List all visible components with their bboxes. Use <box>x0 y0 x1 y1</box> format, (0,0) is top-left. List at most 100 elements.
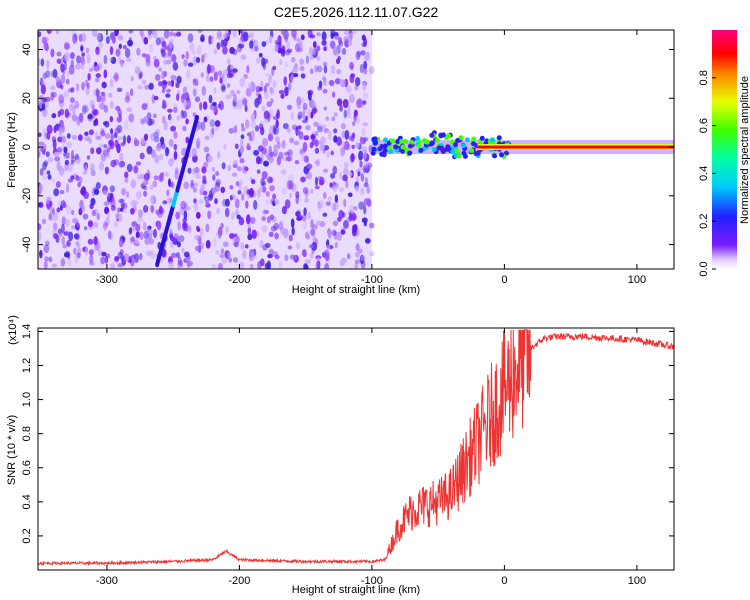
spectrogram-noise-cell <box>291 183 297 193</box>
spectrogram-noise-cell <box>87 114 93 120</box>
spectrogram-noise-cell <box>349 32 353 42</box>
spectrogram-noise-cell <box>293 140 300 146</box>
spectrogram-noise-cell <box>349 171 353 177</box>
spectrogram-noise-cell <box>192 78 196 86</box>
spectrogram-noise-cell <box>345 85 352 94</box>
spectrogram-noise-cell <box>99 143 104 149</box>
spectrogram-noise-cell <box>100 256 106 265</box>
spectrogram-noise-cell <box>167 108 173 113</box>
spectrogram-noise-cell <box>51 263 57 268</box>
spectrogram-noise-cell <box>103 149 109 157</box>
spectrogram-noise-cell <box>60 84 64 90</box>
spectrogram-noise-cell <box>179 206 186 216</box>
spectrogram-noise-cell <box>125 57 132 63</box>
spectrogram-noise-cell <box>209 76 214 82</box>
spectrogram-noise-cell <box>268 35 273 44</box>
spectrogram-noise-cell <box>334 194 339 204</box>
spectrogram-noise-cell <box>117 262 123 268</box>
spectrogram-noise-cell <box>104 166 109 175</box>
spectrogram-noise-cell <box>80 45 84 52</box>
spectrogram-noise-cell <box>284 61 289 68</box>
spectrogram-noise-cell <box>126 107 133 113</box>
spectrogram-noise-cell <box>307 91 312 101</box>
spectrogram-noise-cell <box>363 60 368 70</box>
spectrogram-noise-cell <box>296 37 301 43</box>
spectrogram-noise-cell <box>363 160 369 169</box>
spectrogram-noise-cell <box>46 59 50 70</box>
carrier-cell <box>436 145 442 151</box>
spectrogram-noise-cell <box>179 259 183 268</box>
spectrogram-noise-cell <box>297 125 302 130</box>
spectrogram-noise-cell <box>220 39 225 48</box>
spectrogram-noise-cell <box>354 262 359 269</box>
spectrogram-noise-cell <box>304 232 309 239</box>
spectrogram-noise-cell <box>243 74 248 79</box>
spectrogram-noise-cell <box>330 150 335 156</box>
spectrogram-noise-cell <box>269 185 275 192</box>
spectrogram-noise-cell <box>74 234 80 240</box>
spectrogram-noise-cell <box>184 202 189 212</box>
spectrogram-noise-cell <box>360 260 366 269</box>
spectrogram-noise-cell <box>331 202 337 212</box>
spectrogram-noise-cell <box>138 72 142 80</box>
spectrogram-noise-cell <box>63 60 68 71</box>
spectrogram-noise-cell <box>146 227 151 233</box>
spectrogram-noise-cell <box>216 42 221 50</box>
spectrogram-noise-cell <box>171 54 177 63</box>
spectrogram-noise-cell <box>238 179 244 186</box>
spectrogram-noise-cell <box>263 209 269 214</box>
spectrogram-noise-cell <box>52 222 58 231</box>
spectrogram-noise-cell <box>270 86 274 96</box>
spectrogram-noise-cell <box>358 201 365 210</box>
spectrogram-noise-cell <box>121 188 126 196</box>
spectrogram-noise-cell <box>43 128 47 135</box>
spectrogram-noise-cell <box>66 240 71 247</box>
spectrogram-noise-cell <box>235 180 240 187</box>
spectrogram-noise-cell <box>107 230 112 240</box>
spectrogram-noise-cell <box>329 182 333 188</box>
spectrogram-noise-cell <box>205 199 210 205</box>
spectrogram-noise-cell <box>130 76 134 82</box>
spectrogram-noise-cell <box>287 245 293 250</box>
spectrogram-noise-cell <box>269 86 273 93</box>
spectrogram-noise-cell <box>232 163 238 169</box>
snr-xtick-label: -100 <box>361 575 383 587</box>
spectrogram-noise-cell <box>284 34 288 43</box>
snr-ytick-label: 0.4 <box>21 494 33 509</box>
spectrogram-noise-cell <box>242 249 246 259</box>
spectrogram-noise-cell <box>256 169 261 174</box>
spectrogram-noise-cell <box>46 30 52 34</box>
spectrogram-noise-cell <box>258 157 263 165</box>
spectrogram-xtick-label: 0 <box>501 274 507 286</box>
spectrogram-noise-cell <box>286 48 293 54</box>
spectrogram-noise-cell <box>220 222 224 229</box>
spectrogram-noise-cell <box>173 150 178 160</box>
spectrogram-noise-cell <box>339 259 344 267</box>
spectrogram-noise-cell <box>304 230 310 239</box>
spectrogram-noise-cell <box>305 155 309 163</box>
spectrogram-noise-cell <box>56 207 61 213</box>
spectrogram-noise-cell <box>155 143 162 152</box>
spectrogram-noise-cell <box>181 125 187 132</box>
spectrogram-noise-cell <box>84 246 89 256</box>
spectrogram-noise-cell <box>306 163 313 170</box>
spectrogram-noise-cell <box>222 241 229 248</box>
spectrogram-noise-cell <box>204 198 209 206</box>
spectrogram-noise-cell <box>295 242 301 250</box>
spectrogram-noise-cell <box>314 65 318 73</box>
spectrogram-noise-cell <box>336 216 342 221</box>
spectrogram-noise-cell <box>248 135 253 142</box>
spectrogram-noise-cell <box>93 188 100 196</box>
spectrogram-noise-cell <box>167 178 172 187</box>
spectrogram-noise-cell <box>149 118 155 126</box>
spectrogram-noise-cell <box>232 68 238 73</box>
spectrogram-noise-cell <box>320 198 324 209</box>
spectrogram-noise-cell <box>208 35 212 45</box>
spectrogram-noise-cell <box>366 185 371 194</box>
spectrogram-noise-cell <box>312 234 316 242</box>
spectrogram-noise-cell <box>61 235 66 246</box>
spectrogram-noise-cell <box>245 214 251 225</box>
spectrogram-noise-cell <box>41 218 46 225</box>
spectrogram-noise-cell <box>253 40 259 47</box>
spectrogram-noise-cell <box>66 141 73 148</box>
